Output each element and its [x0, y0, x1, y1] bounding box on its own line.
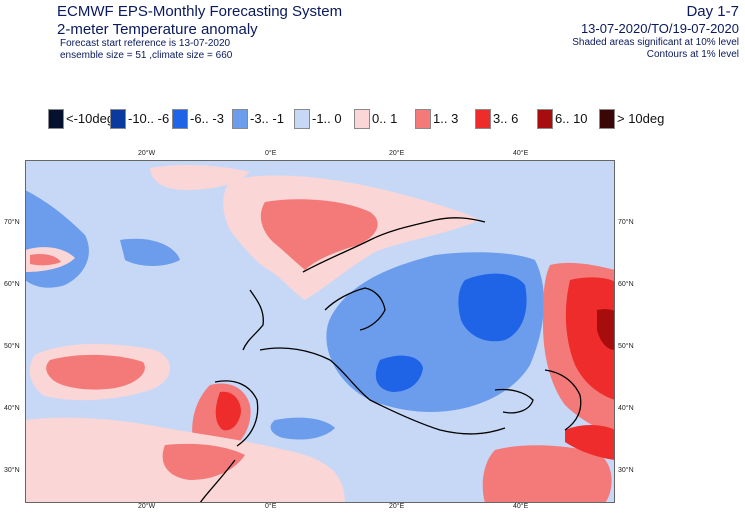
- lat-axis-left: 70°N 60°N 50°N 40°N 30°N: [4, 160, 24, 503]
- caucasus-warm: [565, 425, 615, 460]
- legend-swatch: [172, 109, 188, 129]
- arabia-warm: [482, 445, 612, 503]
- lat-tick-label: 70°N: [618, 219, 634, 226]
- lon-tick-label: 20°W: [138, 150, 156, 157]
- africa-coast: [199, 459, 236, 503]
- lat-tick-label: 70°N: [4, 219, 20, 226]
- british-isles-coast: [242, 289, 264, 351]
- ensemble-size: ensemble size = 51 ,climate size = 660: [60, 50, 233, 61]
- legend-swatch: [537, 109, 553, 129]
- russia-cool-core: [458, 273, 527, 342]
- legend-swatch: [294, 109, 310, 129]
- scandinavia-coast: [302, 217, 486, 273]
- coastlines: [199, 217, 582, 503]
- legend-label: 0.. 1: [372, 111, 398, 126]
- product-title: 2-meter Temperature anomaly: [57, 21, 258, 38]
- forecast-start-ref: Forecast start reference is 13-07-2020: [60, 38, 231, 49]
- legend-swatch: [475, 109, 491, 129]
- lat-axis-right: 70°N 60°N 50°N 40°N 30°N: [618, 160, 642, 503]
- ural-hot-core: [597, 309, 615, 350]
- legend-label: -3.. -1: [250, 111, 284, 126]
- legend-label: 6.. 10: [555, 111, 588, 126]
- contour-note: Contours at 1% level: [646, 49, 739, 60]
- header-left: ECMWF EPS-Monthly Forecasting System 2-m…: [57, 3, 342, 62]
- map-frame: [25, 160, 615, 503]
- lon-tick-label: 40°E: [513, 503, 529, 510]
- labrador-warm-core: [30, 253, 61, 266]
- header-right: Day 1-7 13-07-2020/TO/19-07-2020 Shaded …: [572, 3, 739, 61]
- lat-tick-label: 30°N: [4, 467, 20, 474]
- lon-tick-label: 20°E: [389, 503, 405, 510]
- lat-tick-label: 40°N: [4, 405, 20, 412]
- legend-swatch: [599, 109, 615, 129]
- anomaly-map: [25, 160, 615, 503]
- mid-atlantic-warm-core: [46, 354, 145, 390]
- lon-tick-label: 0°E: [265, 503, 277, 510]
- legend-swatch: [415, 109, 431, 129]
- caspian-coast: [544, 369, 582, 431]
- lon-axis-bottom: 20°W 0°E 20°E 40°E: [25, 503, 615, 513]
- shading-note: Shaded areas significant at 10% level: [572, 37, 739, 48]
- ural-warm-core: [565, 277, 615, 400]
- forecast-period: 13-07-2020/TO/19-07-2020: [580, 21, 739, 36]
- mediterranean-coast: [259, 347, 506, 435]
- iceland-cool-patch: [120, 238, 180, 266]
- lat-tick-label: 40°N: [618, 405, 634, 412]
- iberia-warm-core: [215, 391, 241, 431]
- legend-label: -6.. -3: [190, 111, 224, 126]
- system-title: ECMWF EPS-Monthly Forecasting System: [57, 3, 343, 20]
- arctic-warm-patch: [150, 165, 250, 190]
- lon-tick-label: 0°E: [265, 150, 277, 157]
- lat-tick-label: 50°N: [4, 343, 20, 350]
- legend-label: > 10deg: [617, 111, 665, 126]
- black-sea-coast: [494, 388, 534, 414]
- balkan-cool-core: [375, 355, 423, 392]
- legend-label: <-10deg: [66, 111, 115, 126]
- legend-swatch: [48, 109, 64, 129]
- lat-tick-label: 50°N: [618, 343, 634, 350]
- lon-tick-label: 20°E: [389, 150, 405, 157]
- day-range: Day 1-7: [686, 3, 739, 20]
- baltic-coast: [324, 287, 386, 331]
- mediterranean-cool: [270, 417, 335, 440]
- lat-tick-label: 60°N: [4, 281, 20, 288]
- legend-swatch: [232, 109, 248, 129]
- legend-label: -1.. 0: [312, 111, 342, 126]
- legend-swatch: [354, 109, 370, 129]
- iberia-coast: [214, 380, 259, 447]
- legend-label: 1.. 3: [433, 111, 459, 126]
- legend-swatch: [110, 109, 126, 129]
- map-field: [25, 160, 615, 503]
- lon-axis-top: 20°W 0°E 20°E 40°E: [25, 150, 615, 160]
- lon-tick-label: 20°W: [138, 503, 156, 510]
- legend-label: 3.. 6: [493, 111, 519, 126]
- lat-tick-label: 30°N: [618, 467, 634, 474]
- north-africa-warm-core: [162, 443, 245, 480]
- lon-tick-label: 40°E: [513, 150, 529, 157]
- legend-label: -10.. -6: [128, 111, 170, 126]
- lat-tick-label: 60°N: [618, 281, 634, 288]
- greenland-warm-core: [260, 199, 378, 270]
